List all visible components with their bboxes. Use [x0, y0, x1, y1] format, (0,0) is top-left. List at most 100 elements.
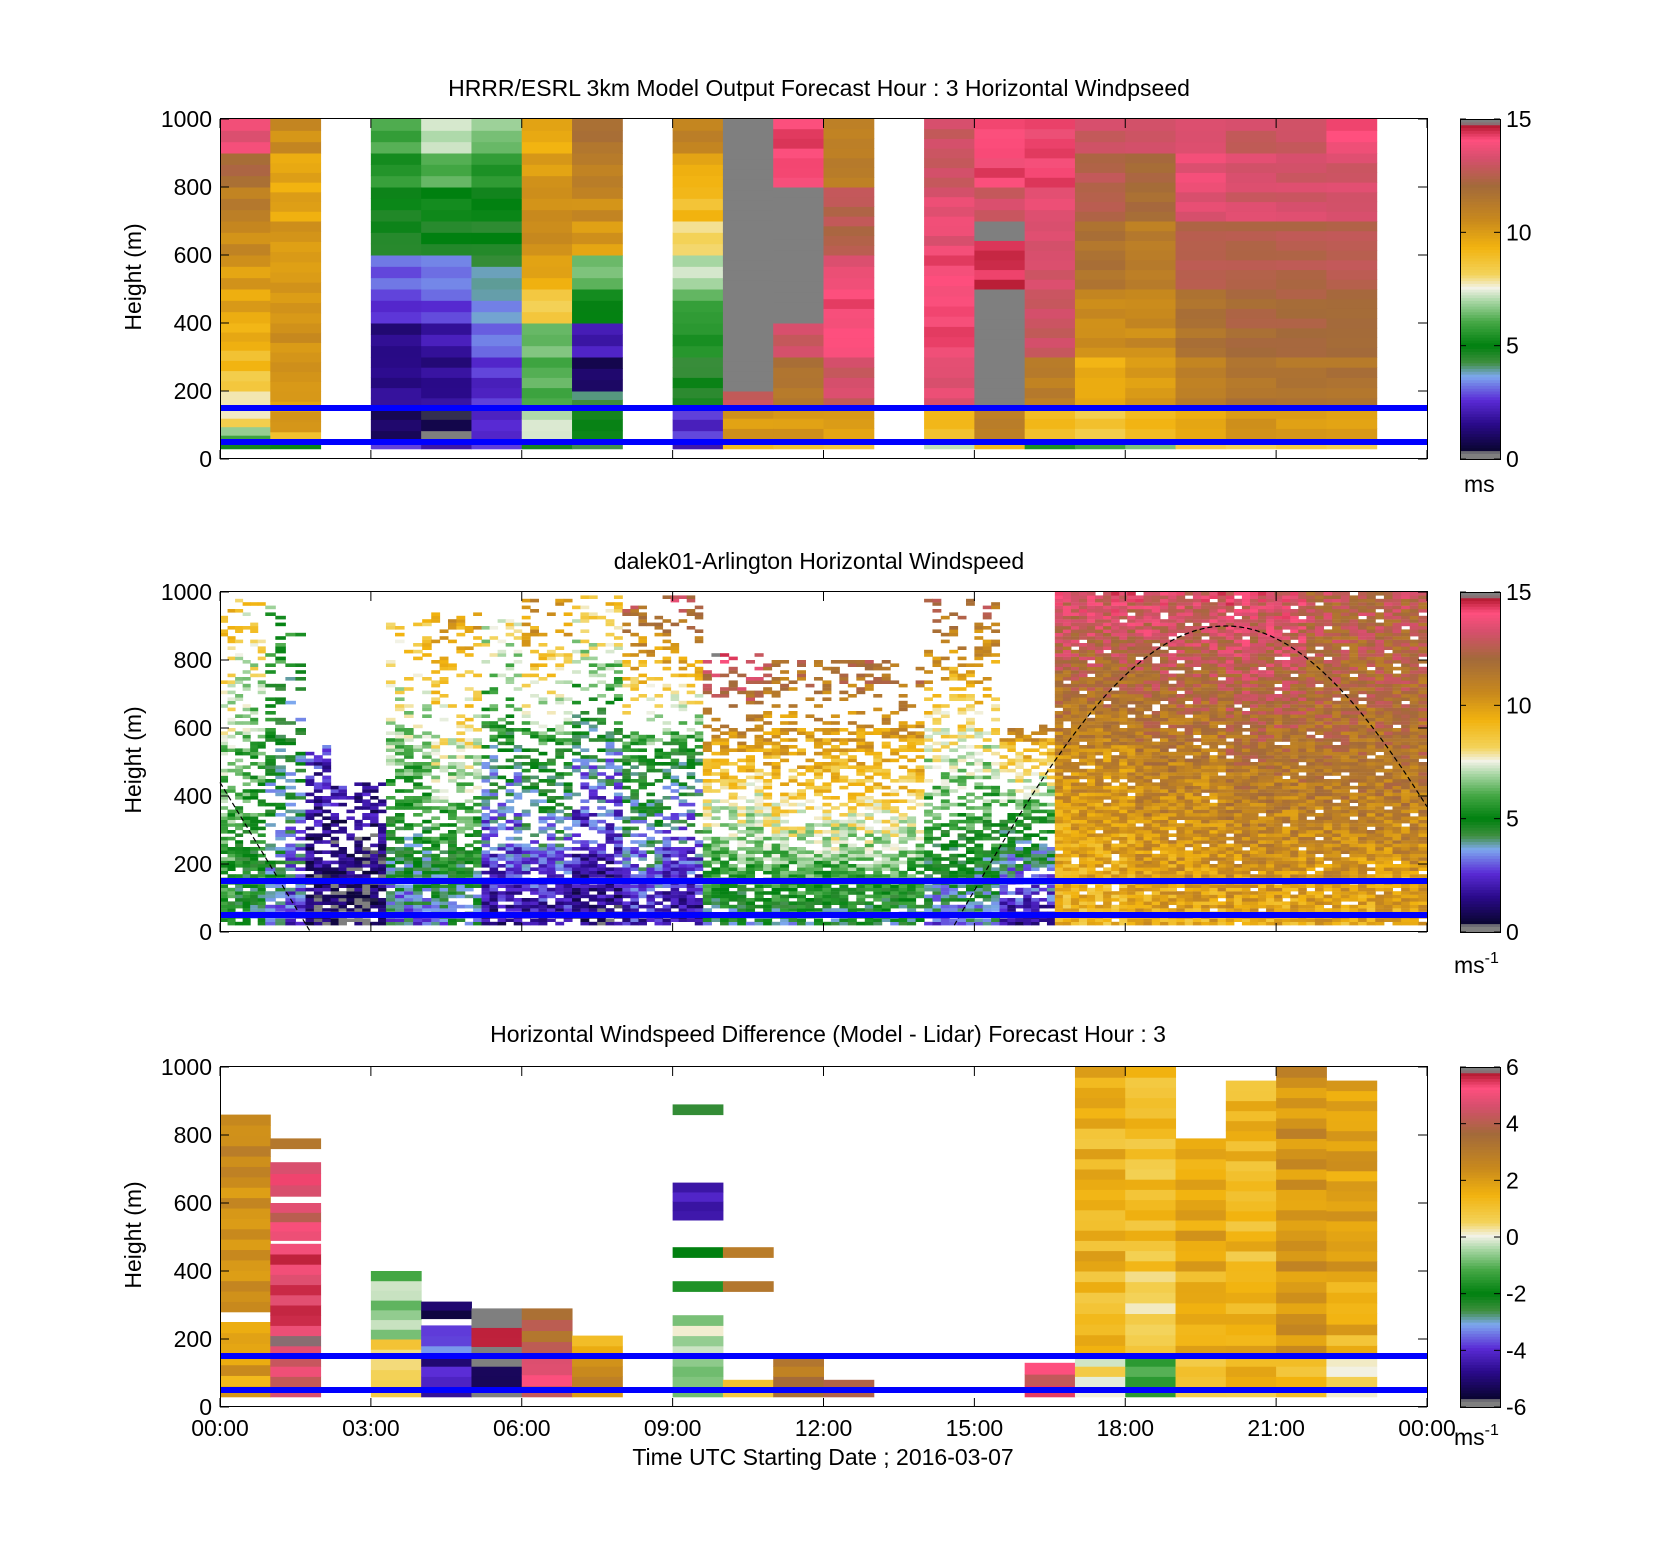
panel-model-cell: [521, 442, 573, 450]
panel-lidar-cell: [489, 830, 499, 834]
panel-lidar-cell: [654, 738, 664, 742]
panel-lidar-cell: [932, 884, 942, 888]
panel-lidar-cell: [805, 823, 815, 827]
panel-lidar-cell: [797, 830, 807, 834]
panel-model-colorbar-swatch: [1460, 212, 1500, 216]
panel-lidar-cell: [915, 765, 925, 769]
panel-lidar-cell: [613, 680, 623, 684]
panel-lidar-cell: [898, 819, 908, 824]
panel-lidar-cell: [754, 836, 764, 841]
panel-lidar-cell: [780, 714, 790, 718]
panel-lidar-cell: [763, 853, 773, 858]
panel-lidar-cell: [638, 639, 647, 644]
panel-lidar-cell: [754, 734, 764, 739]
panel-lidar-cell: [839, 843, 849, 848]
panel-lidar-cell: [530, 731, 540, 735]
panel-lidar-cell: [646, 792, 656, 797]
panel-lidar-cell: [242, 782, 251, 786]
panel-lidar-cell: [805, 785, 815, 790]
panel-lidar-cell: [220, 830, 229, 834]
panel-model-cell: [924, 265, 975, 276]
panel-model-cell: [1326, 279, 1378, 290]
panel-lidar-cell: [250, 626, 259, 630]
panel-lidar-cell: [439, 864, 449, 868]
panel-lidar-cell: [497, 918, 507, 922]
panel-lidar-cell: [456, 755, 466, 759]
panel-lidar-cell: [370, 891, 379, 895]
panel-lidar-cell: [965, 857, 975, 861]
panel-lidar-cell: [295, 632, 306, 637]
panel-lidar-cell: [235, 806, 244, 810]
panel-lidar-cell: [797, 850, 807, 854]
panel-lidar-cell: [957, 768, 967, 773]
panel-lidar-cell: [924, 728, 933, 732]
panel-model-colorbar-swatch: [1460, 354, 1500, 358]
panel-lidar-cell: [227, 887, 236, 892]
panel-lidar-cell: [830, 721, 840, 725]
panel-lidar-cell: [839, 819, 849, 824]
panel-model-colorbar-swatch: [1460, 206, 1500, 211]
panel-lidar-cell: [439, 768, 449, 773]
panel-model-colorbar-swatch: [1460, 187, 1500, 191]
panel-lidar-cell: [481, 721, 491, 725]
panel-model-colorbar-swatch: [1460, 342, 1500, 347]
panel-lidar-cell: [513, 707, 523, 712]
panel-lidar-cell: [856, 673, 866, 678]
panel-lidar-cell: [780, 799, 790, 803]
panel-lidar-cell: [678, 785, 688, 790]
panel-model-cell: [1074, 221, 1126, 232]
panel-lidar-cell: [839, 908, 849, 912]
panel-model-cell: [1225, 428, 1277, 440]
panel-model-cell: [773, 228, 824, 240]
panel-lidar-cell: [924, 908, 933, 912]
panel-lidar-cell: [580, 908, 590, 912]
panel-lidar-cell: [464, 789, 474, 793]
panel-lidar-cell: [805, 874, 815, 878]
panel-model-cell: [974, 289, 1026, 300]
panel-lidar-cell: [530, 734, 540, 739]
panel-lidar-cell: [622, 745, 631, 749]
panel-lidar-cell: [847, 823, 857, 827]
panel-lidar-cell: [686, 901, 696, 905]
panel-lidar-cell: [235, 751, 244, 756]
panel-model-cell: [1074, 130, 1126, 143]
panel-lidar-cell: [728, 826, 738, 831]
panel-lidar-cell: [805, 853, 815, 858]
panel-lidar-cell: [694, 887, 704, 892]
panel-model-cell: [722, 249, 774, 261]
panel-lidar-cell: [447, 850, 457, 854]
panel-model-cell: [220, 187, 271, 199]
panel-model-colorbar-swatch: [1460, 158, 1500, 163]
panel-model-cell: [1276, 347, 1327, 358]
panel-lidar-cell: [654, 840, 664, 844]
panel-lidar-cell: [949, 870, 959, 875]
panel-lidar-cell: [613, 782, 623, 786]
panel-lidar-cell: [295, 796, 306, 800]
panel-lidar-cell: [856, 762, 866, 766]
panel-lidar-cell: [864, 908, 874, 912]
panel-lidar-cell: [847, 864, 857, 868]
panel-lidar-cell: [646, 622, 656, 627]
panel-lidar-cell: [242, 728, 251, 732]
panel-lidar-cell: [464, 728, 474, 732]
panel-lidar-cell: [630, 833, 639, 837]
panel-lidar-cell: [754, 894, 764, 899]
panel-lidar-cell: [538, 921, 548, 926]
panel-model-colorbar-swatch: [1460, 456, 1500, 460]
panel-lidar-cell: [250, 666, 259, 671]
panel-lidar-cell: [974, 894, 984, 899]
panel-lidar-cell: [805, 799, 815, 803]
panel-lidar-cell: [780, 853, 790, 858]
panel-lidar-cell: [305, 847, 315, 851]
panel-lidar-cell: [702, 762, 712, 766]
panel-lidar-cell: [686, 867, 696, 871]
panel-lidar-cell: [797, 864, 807, 868]
panel-lidar-cell: [404, 768, 414, 773]
panel-lidar-cell: [530, 799, 540, 803]
panel-model-cell: [773, 249, 824, 261]
panel-lidar-cell: [242, 894, 251, 899]
panel-lidar-cell: [313, 921, 323, 926]
panel-lidar-cell: [275, 891, 286, 895]
panel-lidar-cell: [431, 796, 441, 800]
panel-lidar-cell: [932, 864, 942, 868]
